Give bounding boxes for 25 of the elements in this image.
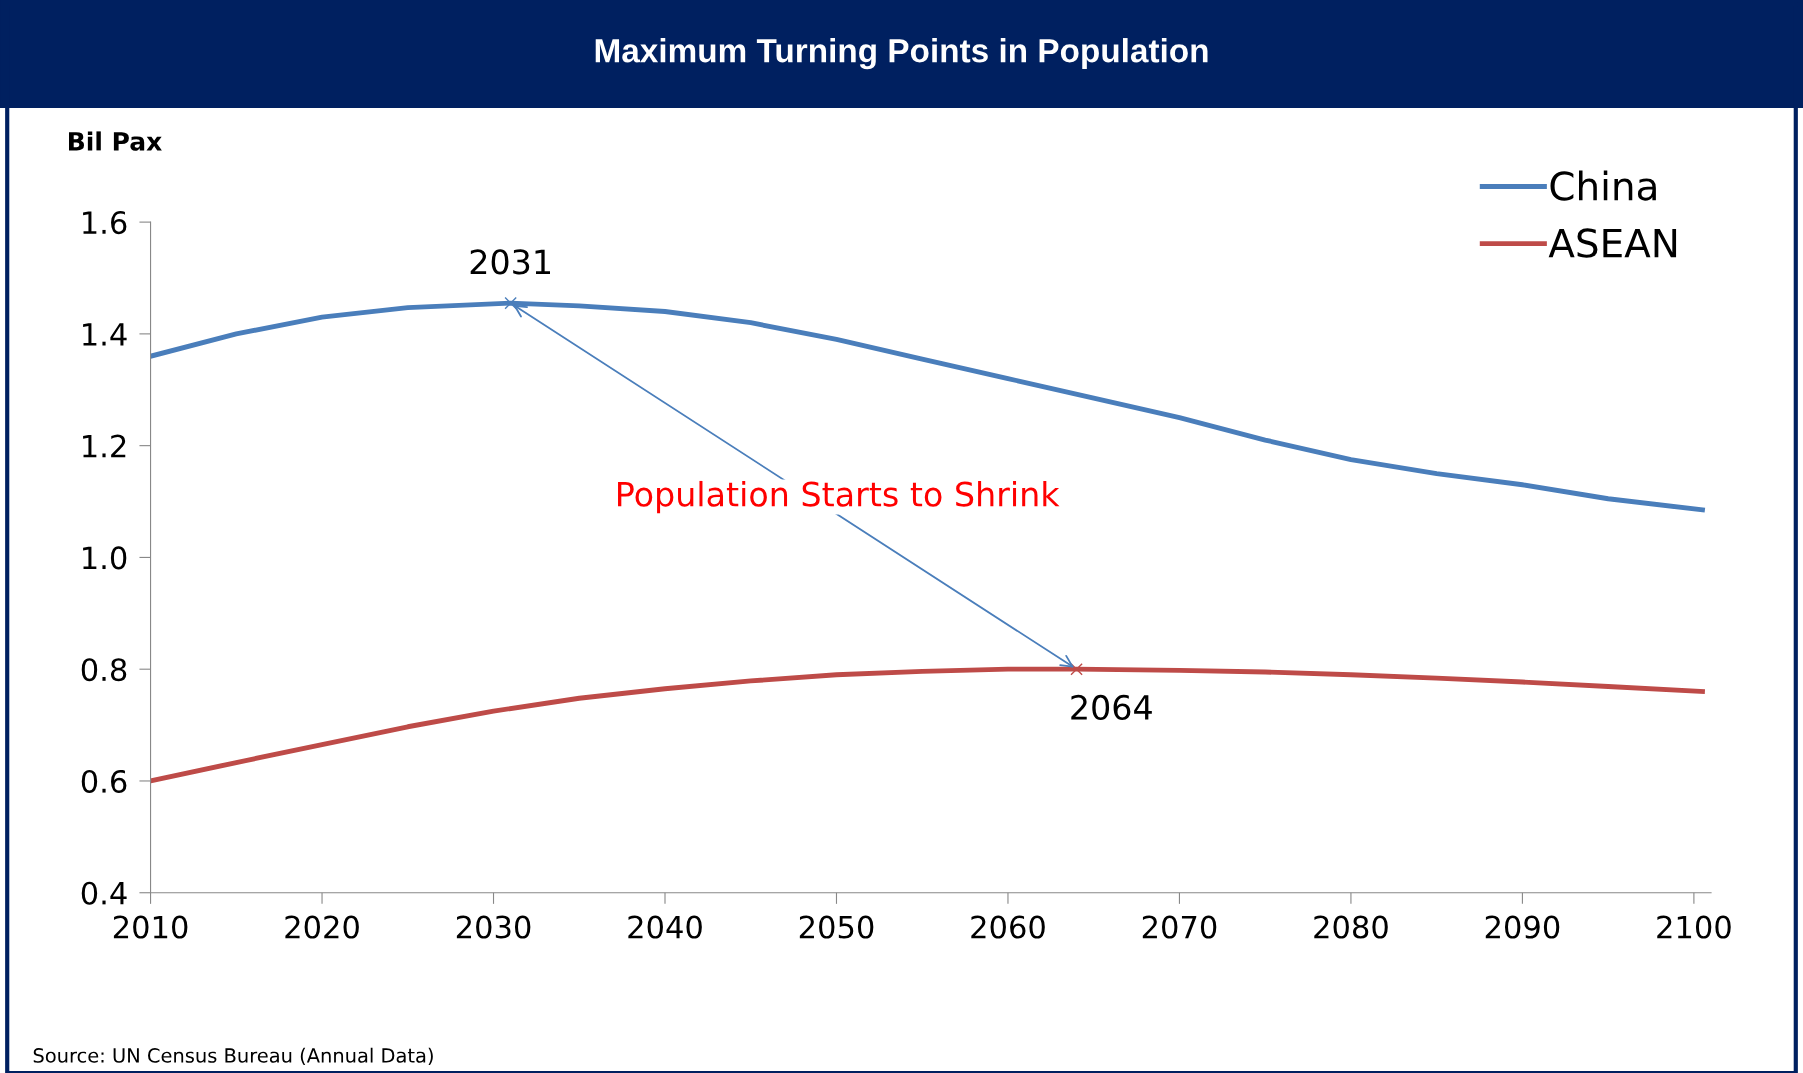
x-tick-label: 2100 [1657, 915, 1731, 939]
x-tick-label: 2080 [1314, 915, 1388, 939]
x-tick-label: 2040 [628, 915, 702, 939]
annotation: 2064 [1071, 694, 1152, 720]
y-tick-label: 1.2 [83, 434, 126, 458]
chart-title: Maximum Turning Points in Population [595, 38, 1208, 70]
x-tick-label: 2070 [1142, 915, 1217, 939]
legend-label: China [1550, 170, 1656, 201]
x-tick-label: 2020 [285, 915, 359, 939]
x-tick-label: 2060 [971, 915, 1045, 939]
y-tick-label: 1.4 [83, 323, 127, 346]
y-tick-label: 0.8 [81, 658, 127, 682]
x-tick-label: 2030 [456, 915, 531, 939]
x-tick-label: 2050 [799, 915, 874, 939]
y-tick-label: 0.4 [81, 881, 127, 905]
x-tick-label: 2090 [1485, 915, 1560, 939]
y-tick-label: 1.0 [83, 546, 127, 570]
source-note: Source: UN Census Bureau (Annual Data) [33, 1047, 433, 1066]
annotation: 2031 [470, 249, 550, 275]
annotation: Population Starts to Shrink [618, 480, 1060, 514]
x-tick-label: 2010 [113, 915, 188, 939]
y-tick-label: 0.6 [81, 769, 127, 794]
legend-label: ASEAN [1548, 228, 1677, 258]
y-tick-label: 1.6 [83, 211, 127, 235]
y-axis-title: Bil Pax [69, 131, 162, 151]
